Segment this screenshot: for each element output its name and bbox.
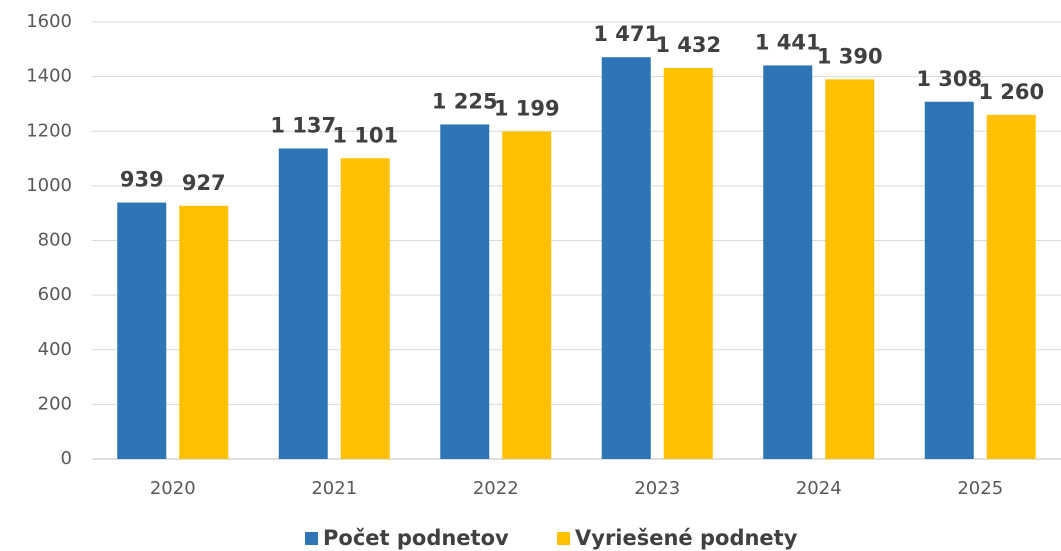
y-tick-label: 800 [38, 230, 72, 251]
y-tick-label: 600 [38, 284, 72, 305]
bar [179, 205, 229, 459]
y-tick-label: 400 [38, 339, 72, 360]
y-tick-label: 1600 [26, 11, 72, 32]
legend-swatch [305, 532, 318, 545]
x-tick-label: 2023 [634, 478, 680, 499]
value-label: 1 441 [755, 30, 821, 54]
bar [663, 67, 713, 459]
value-label: 927 [182, 171, 226, 195]
legend-swatch [557, 532, 570, 545]
value-label: 1 137 [270, 113, 336, 137]
bar [601, 57, 651, 459]
value-label: 1 260 [978, 80, 1044, 104]
y-tick-label: 0 [61, 448, 72, 469]
value-label: 1 199 [494, 97, 560, 121]
value-label: 939 [120, 168, 164, 192]
bar [440, 124, 490, 459]
x-tick-label: 2021 [311, 478, 357, 499]
x-tick-label: 2022 [473, 478, 519, 499]
value-label: 1 225 [432, 89, 498, 113]
x-tick-label: 2024 [796, 478, 842, 499]
bar [825, 79, 875, 459]
bar [986, 114, 1036, 460]
bar [924, 101, 974, 459]
bar [502, 131, 552, 459]
bar [763, 65, 813, 459]
legend-label: Počet podnetov [323, 526, 509, 550]
y-tick-label: 1200 [26, 120, 72, 141]
bar [278, 148, 328, 459]
value-label: 1 432 [655, 33, 721, 57]
x-tick-label: 2025 [957, 478, 1003, 499]
y-tick-label: 1000 [26, 175, 72, 196]
value-label: 1 390 [817, 44, 883, 68]
bar [117, 202, 167, 459]
x-tick-label: 2020 [150, 478, 196, 499]
value-label: 1 101 [332, 123, 398, 147]
value-label: 1 308 [916, 67, 982, 91]
bar [340, 158, 390, 459]
legend-label: Vyriešené podnety [575, 526, 798, 550]
value-label: 1 471 [593, 22, 659, 46]
y-tick-label: 1400 [26, 66, 72, 87]
y-tick-label: 200 [38, 393, 72, 414]
